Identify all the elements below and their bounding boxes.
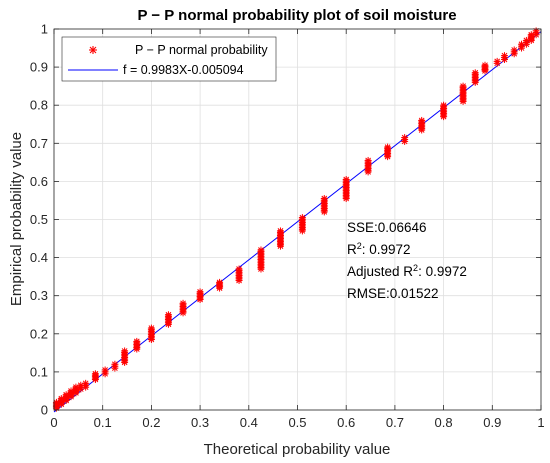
- y-tick-label: 0.5: [30, 212, 48, 227]
- scatter-point: [235, 265, 243, 273]
- scatter-point: [196, 288, 204, 296]
- scatter-point: [298, 214, 306, 222]
- scatter-points-layer: [52, 27, 540, 412]
- legend-entry-scatter: P − P normal probability: [135, 43, 268, 57]
- scatter-point: [401, 134, 409, 142]
- scatter-point: [121, 347, 129, 355]
- r2-superscript: 2: [357, 241, 362, 251]
- x-axis-label: Theoretical probability value: [204, 441, 391, 458]
- x-tick-label: 0.4: [240, 415, 258, 430]
- annotation-sse: SSE:0.06646: [347, 220, 427, 235]
- stats-annotation: SSE:0.06646 R2: 0.9972 Adjusted R2: 0.99…: [347, 220, 467, 301]
- scatter-point: [101, 366, 109, 374]
- scatter-point: [57, 395, 65, 403]
- x-tick-label: 1: [537, 415, 544, 430]
- x-tick-label: 0.9: [483, 415, 501, 430]
- y-tick-label: 0.6: [30, 174, 48, 189]
- scatter-point: [82, 379, 90, 387]
- axis-ticks: 0 0.1 0.2 0.3 0.4 0.5 0.6 0.7 0.8 0.9 1 0 0.1 0.2 0.3 0…: [30, 22, 545, 431]
- x-tick-label: 0.5: [288, 415, 306, 430]
- y-tick-label: 1: [41, 22, 48, 37]
- y-tick-label: 0.7: [30, 136, 48, 151]
- x-tick-label: 0.1: [94, 415, 112, 430]
- scatter-point: [532, 27, 540, 35]
- y-tick-label: 0.8: [30, 98, 48, 113]
- annotation-rmse: RMSE:0.01522: [347, 286, 439, 301]
- scatter-point: [493, 57, 501, 65]
- r2-value: : 0.9972: [362, 242, 411, 257]
- adj-r2-label: Adjusted R: [347, 264, 413, 279]
- chart-title: P − P normal probability plot of soil mo…: [137, 7, 456, 24]
- scatter-point: [500, 52, 508, 60]
- scatter-point: [257, 246, 265, 254]
- scatter-point: [440, 101, 448, 109]
- scatter-point: [91, 370, 99, 378]
- adj-r2-value: : 0.9972: [418, 264, 467, 279]
- scatter-point: [164, 311, 172, 319]
- scatter-point: [459, 82, 467, 90]
- scatter-point: [320, 195, 328, 203]
- scatter-point: [216, 278, 224, 286]
- y-tick-label: 0.9: [30, 60, 48, 75]
- x-tick-label: 0.6: [337, 415, 355, 430]
- x-tick-label: 0.3: [191, 415, 209, 430]
- scatter-point: [471, 69, 479, 77]
- y-tick-label: 0: [41, 403, 48, 418]
- y-tick-label: 0.2: [30, 326, 48, 341]
- scatter-point: [133, 337, 141, 345]
- scatter-point: [276, 227, 284, 235]
- annotation-adjusted-r2: Adjusted R2: 0.9972: [347, 263, 467, 279]
- legend: P − P normal probability f = 0.9983X-0.0…: [61, 36, 277, 82]
- y-tick-label: 0.3: [30, 288, 48, 303]
- y-tick-label: 0.1: [30, 364, 48, 379]
- x-tick-label: 0.8: [435, 415, 453, 430]
- legend-box: [61, 36, 277, 82]
- adj-r2-superscript: 2: [413, 263, 418, 273]
- scatter-point: [111, 360, 119, 368]
- scatter-point: [481, 61, 489, 69]
- scatter-point: [179, 299, 187, 307]
- y-axis-label: Empirical probability value: [8, 132, 25, 306]
- scatter-point: [384, 143, 392, 151]
- legend-marker-asterisk: [89, 46, 97, 54]
- x-tick-label: 0.7: [386, 415, 404, 430]
- r2-label: R: [347, 242, 357, 257]
- scatter-point: [510, 46, 518, 54]
- scatter-point: [147, 324, 155, 332]
- annotation-r2: R2: 0.9972: [347, 241, 411, 257]
- scatter-point: [364, 156, 372, 164]
- y-tick-label: 0.4: [30, 250, 48, 265]
- x-tick-label: 0.2: [142, 415, 160, 430]
- scatter-point: [418, 116, 426, 124]
- legend-entry-line: f = 0.9983X-0.005094: [123, 63, 244, 77]
- x-tick-label: 0: [50, 415, 57, 430]
- scatter-point: [342, 176, 350, 183]
